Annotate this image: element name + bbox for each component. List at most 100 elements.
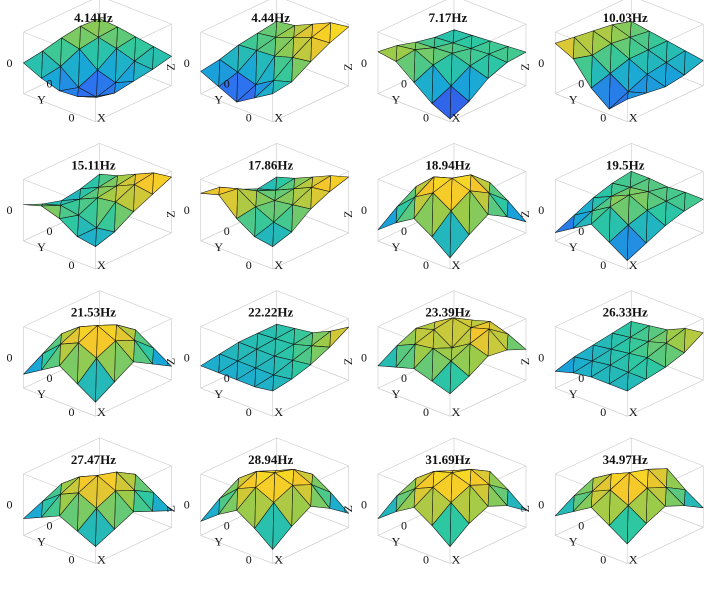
z-tick-label: 0 <box>6 56 12 70</box>
x-axis-label: X <box>97 405 106 419</box>
z-tick-label: 0 <box>184 56 190 70</box>
y-tick-label: 0 <box>578 224 584 238</box>
y-axis-label: Y <box>37 534 46 548</box>
mode-panel: 15.11HzZ00Y0X <box>0 143 171 272</box>
x-tick-label: 0 <box>423 405 429 419</box>
mode-panel: 21.53HzZ00Y0X <box>0 291 171 420</box>
z-tick-label: 0 <box>538 498 544 512</box>
z-tick-label: 0 <box>184 203 190 217</box>
mode-title: 22.22Hz <box>248 305 293 320</box>
surface-facet <box>78 97 97 98</box>
surface-facet <box>201 354 220 373</box>
x-tick-label: 0 <box>246 258 252 272</box>
mode-title: 28.94Hz <box>248 452 293 467</box>
x-tick-label: 0 <box>423 258 429 272</box>
y-tick-label: 0 <box>46 77 52 91</box>
axis-box-line <box>378 535 450 563</box>
y-tick-label: 0 <box>401 371 407 385</box>
axis-box-line <box>627 527 703 563</box>
surface-facet <box>24 51 43 78</box>
y-tick-label: 0 <box>46 224 52 238</box>
surface-facet <box>555 357 574 373</box>
z-tick-label: 0 <box>184 350 190 364</box>
z-tick-label: 0 <box>184 498 190 512</box>
x-axis-label: X <box>274 552 283 566</box>
y-axis-label: Y <box>392 534 401 548</box>
z-axis-label: Z <box>518 63 532 70</box>
z-axis-label: Z <box>341 63 355 70</box>
z-tick-label: 0 <box>6 350 12 364</box>
axis-box-line <box>23 94 95 122</box>
y-tick-label: 0 <box>224 518 230 532</box>
mode-title: 15.11Hz <box>71 157 116 172</box>
surface-facet <box>62 189 81 201</box>
z-axis-label: Z <box>518 210 532 217</box>
axis-box-line <box>627 380 703 416</box>
z-tick-label: 0 <box>538 203 544 217</box>
y-axis-label: Y <box>37 240 46 254</box>
surface-facet <box>273 81 292 94</box>
x-axis-label: X <box>629 111 638 125</box>
surface-facet <box>378 496 397 519</box>
y-axis-label: Y <box>569 240 578 254</box>
x-tick-label: 0 <box>600 405 606 419</box>
z-tick-label: 0 <box>538 350 544 364</box>
y-tick-label: 0 <box>46 518 52 532</box>
axis-box-line <box>95 233 171 269</box>
surface-facet <box>201 187 220 195</box>
surface-facet <box>555 215 574 232</box>
y-tick-label: 0 <box>401 224 407 238</box>
x-tick-label: 0 <box>68 111 74 125</box>
surface-facet <box>684 192 703 211</box>
x-tick-label: 0 <box>246 552 252 566</box>
surface-facet <box>684 490 703 508</box>
surface-facet <box>397 328 416 345</box>
x-tick-label: 0 <box>600 111 606 125</box>
x-axis-label: X <box>629 405 638 419</box>
x-tick-label: 0 <box>600 552 606 566</box>
mode-title: 23.39Hz <box>425 305 470 320</box>
y-tick-label: 0 <box>46 371 52 385</box>
x-tick-label: 0 <box>68 552 74 566</box>
y-axis-label: Y <box>214 93 223 107</box>
surface-facet <box>555 37 574 59</box>
surface-facet <box>378 346 397 368</box>
y-tick-label: 0 <box>224 224 230 238</box>
surface-facet <box>627 92 646 100</box>
x-axis-label: X <box>274 258 283 272</box>
z-axis-label: Z <box>341 210 355 217</box>
x-tick-label: 0 <box>246 405 252 419</box>
mode-title: 7.17Hz <box>429 10 468 25</box>
y-axis-label: Y <box>214 534 223 548</box>
axis-box-line <box>201 535 273 563</box>
surface-facet <box>292 205 311 232</box>
mode-title: 4.44Hz <box>251 10 290 25</box>
axis-box-line <box>555 535 627 563</box>
z-tick-label: 0 <box>361 350 367 364</box>
surface-facet <box>330 176 349 192</box>
x-axis-label: X <box>629 552 638 566</box>
x-axis-label: X <box>452 111 461 125</box>
axis-box-line <box>378 388 450 416</box>
y-axis-label: Y <box>392 240 401 254</box>
mode-title: 19.5Hz <box>606 157 645 172</box>
surface-facet <box>24 204 43 206</box>
z-axis-label: Z <box>518 505 532 512</box>
surface-facet <box>330 327 349 347</box>
surface-facet <box>258 177 277 190</box>
axis-box-line <box>23 241 95 269</box>
z-axis-label: Z <box>164 210 178 217</box>
x-axis-label: X <box>629 258 638 272</box>
z-tick-label: 0 <box>538 56 544 70</box>
y-tick-label: 0 <box>578 371 584 385</box>
surface-facet <box>555 496 574 516</box>
z-axis-label: Z <box>164 505 178 512</box>
